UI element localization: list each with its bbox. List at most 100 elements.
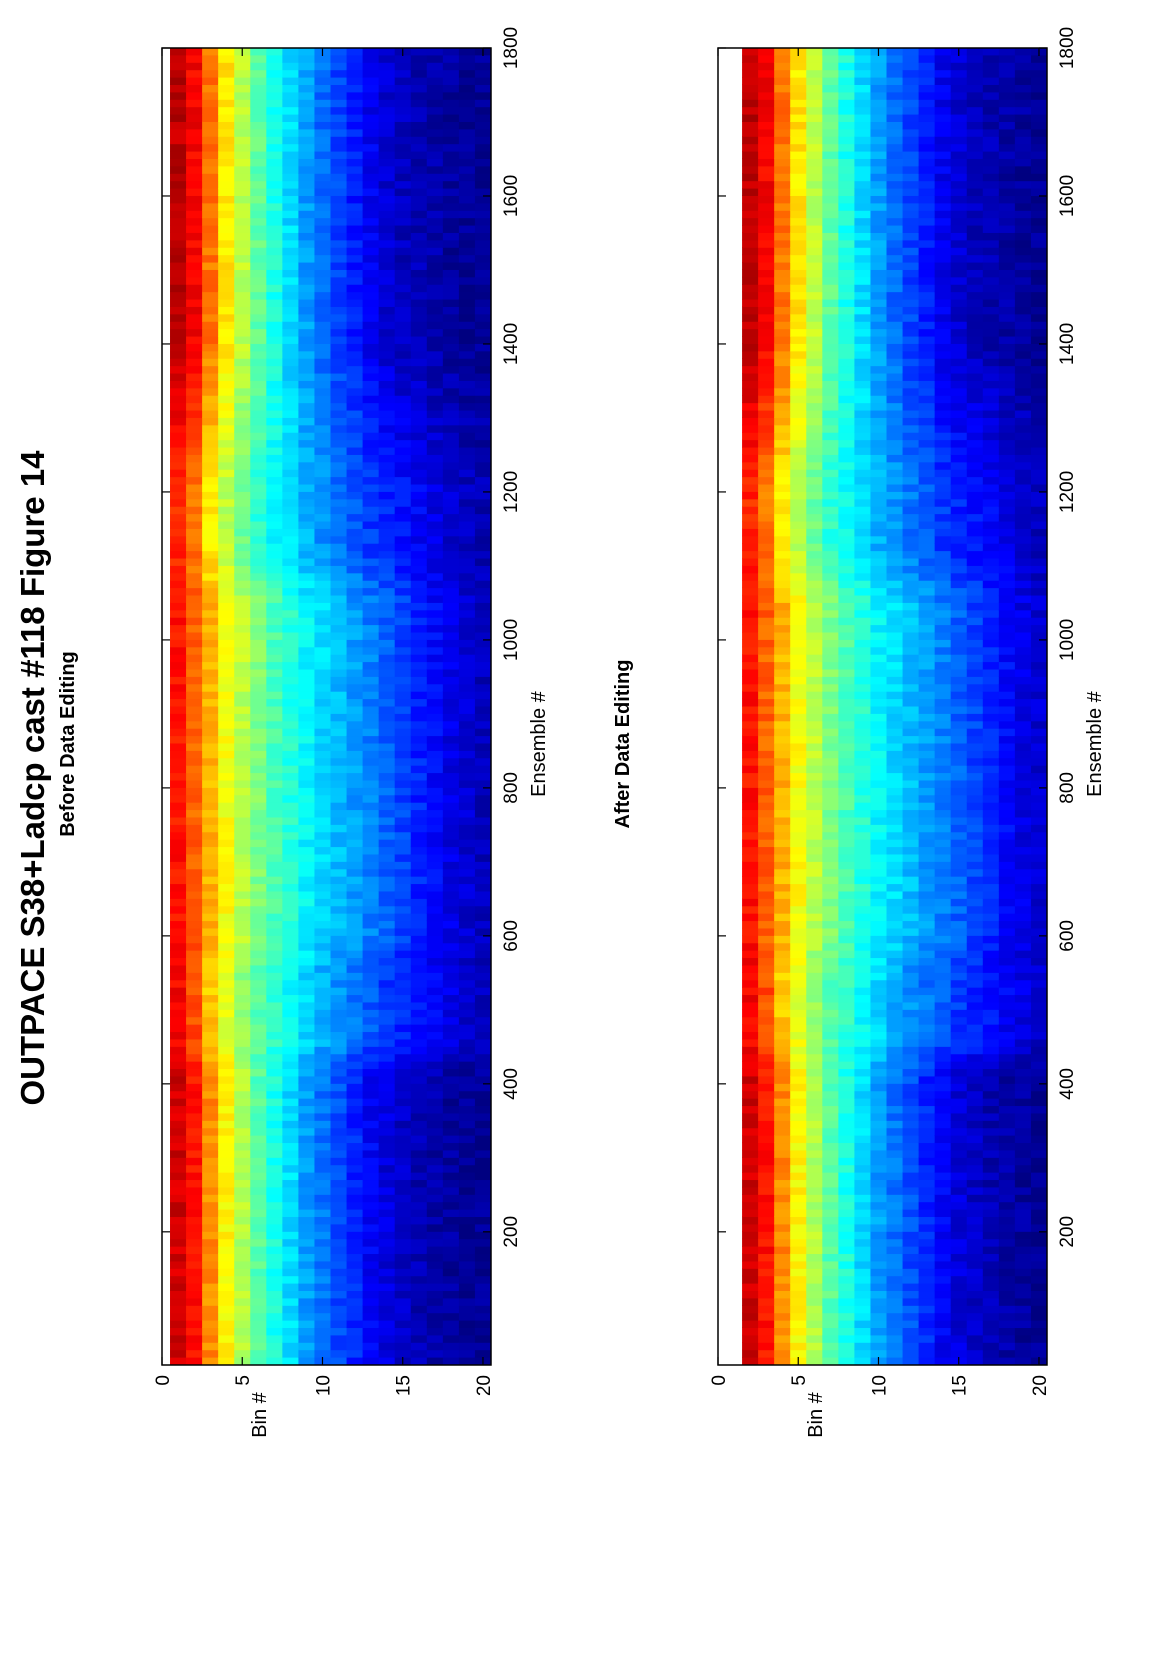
heatmap-cell bbox=[202, 387, 219, 396]
heatmap-cell bbox=[822, 1201, 839, 1210]
heatmap-cell bbox=[170, 1342, 187, 1351]
heatmap-cell bbox=[742, 794, 759, 803]
heatmap-cell bbox=[474, 580, 491, 589]
heatmap-cell bbox=[314, 1223, 331, 1232]
heatmap-cell bbox=[250, 387, 267, 396]
heatmap-cell bbox=[346, 691, 364, 700]
heatmap-cell bbox=[378, 1268, 396, 1277]
heatmap-cell bbox=[474, 705, 491, 714]
heatmap-cell bbox=[838, 602, 855, 611]
heatmap-cell bbox=[410, 905, 428, 914]
heatmap-cell bbox=[790, 1061, 807, 1070]
heatmap-cell bbox=[314, 498, 331, 507]
heatmap-cell bbox=[234, 76, 251, 85]
heatmap-cell bbox=[790, 639, 807, 648]
heatmap-cell bbox=[394, 898, 412, 907]
heatmap-cell bbox=[742, 779, 759, 788]
heatmap-cell bbox=[838, 617, 855, 626]
heatmap-cell bbox=[410, 876, 428, 885]
heatmap-cell bbox=[458, 580, 476, 589]
heatmap-cell bbox=[218, 868, 235, 877]
heatmap-cell bbox=[854, 1164, 871, 1173]
heatmap-cell bbox=[790, 1149, 807, 1158]
heatmap-cell bbox=[346, 557, 364, 566]
heatmap-cell bbox=[790, 91, 807, 100]
heatmap-cell bbox=[774, 846, 791, 855]
heatmap-cell bbox=[330, 1046, 347, 1055]
heatmap-cell bbox=[774, 1342, 791, 1351]
heatmap-cell bbox=[394, 1194, 412, 1203]
heatmap-cell bbox=[346, 528, 364, 537]
heatmap-cell bbox=[474, 69, 491, 78]
heatmap-cell bbox=[458, 713, 476, 722]
heatmap-cell bbox=[186, 1349, 203, 1358]
heatmap-cell bbox=[202, 964, 219, 973]
heatmap-cell bbox=[426, 1238, 444, 1247]
heatmap-cell bbox=[426, 1253, 444, 1262]
heatmap-cell bbox=[854, 446, 871, 455]
heatmap-cell bbox=[330, 750, 347, 759]
heatmap-cell bbox=[458, 1083, 476, 1092]
heatmap-cell bbox=[266, 424, 283, 433]
heatmap-cell bbox=[790, 520, 807, 529]
heatmap-cell bbox=[410, 84, 428, 93]
heatmap-cell bbox=[774, 831, 791, 840]
heatmap-cell bbox=[234, 550, 251, 559]
heatmap-cell bbox=[838, 343, 855, 352]
heatmap-cell bbox=[202, 165, 219, 174]
heatmap-cell bbox=[330, 113, 347, 122]
heatmap-cell bbox=[742, 1120, 759, 1129]
heatmap-cell bbox=[394, 1275, 412, 1284]
heatmap-cell bbox=[314, 728, 331, 737]
heatmap-cell bbox=[410, 713, 428, 722]
heatmap-cell bbox=[742, 913, 759, 922]
heatmap-cell bbox=[314, 76, 331, 85]
heatmap-cell bbox=[282, 1275, 299, 1284]
heatmap-cell bbox=[458, 1209, 476, 1218]
heatmap-cell bbox=[822, 535, 839, 544]
heatmap-cell bbox=[170, 106, 187, 115]
heatmap-cell bbox=[378, 1246, 396, 1255]
heatmap-cell bbox=[330, 269, 347, 278]
heatmap-cell bbox=[442, 1068, 460, 1077]
heatmap-cell bbox=[394, 868, 412, 877]
heatmap-cell bbox=[822, 62, 839, 71]
heatmap-cell bbox=[186, 1253, 203, 1262]
heatmap-cell bbox=[218, 646, 235, 655]
heatmap-cell bbox=[774, 321, 791, 330]
heatmap-cell bbox=[186, 1290, 203, 1299]
heatmap-cell bbox=[330, 831, 347, 840]
heatmap-cell bbox=[822, 876, 839, 885]
heatmap-cell bbox=[426, 964, 444, 973]
heatmap-cell bbox=[474, 1142, 491, 1151]
heatmap-cell bbox=[458, 69, 476, 78]
heatmap-cell bbox=[474, 1283, 491, 1292]
heatmap-cell bbox=[774, 720, 791, 729]
heatmap-cell bbox=[394, 1098, 412, 1107]
heatmap-cell bbox=[266, 432, 283, 441]
heatmap-cell bbox=[170, 520, 187, 529]
heatmap-cell bbox=[202, 624, 219, 633]
heatmap-cell bbox=[474, 284, 491, 293]
heatmap-cell bbox=[458, 313, 476, 322]
heatmap-cell bbox=[330, 247, 347, 256]
heatmap-cell bbox=[314, 387, 331, 396]
heatmap-cell bbox=[410, 691, 428, 700]
heatmap-cell bbox=[426, 868, 444, 877]
heatmap-cell bbox=[282, 150, 299, 159]
heatmap-cell bbox=[234, 543, 251, 552]
heatmap-cell bbox=[774, 1260, 791, 1269]
heatmap-cell bbox=[346, 987, 364, 996]
heatmap-cell bbox=[170, 1268, 187, 1277]
y-tick-label: 0 bbox=[153, 1375, 174, 1386]
heatmap-cell bbox=[378, 84, 396, 93]
heatmap-cell bbox=[394, 1172, 412, 1181]
heatmap-cell bbox=[346, 113, 364, 122]
heatmap-cell bbox=[298, 942, 315, 951]
heatmap-cell bbox=[250, 720, 267, 729]
heatmap-cell bbox=[202, 210, 219, 219]
heatmap-cell bbox=[314, 128, 331, 137]
heatmap-cell bbox=[758, 565, 775, 574]
heatmap-cell bbox=[790, 750, 807, 759]
heatmap-cell bbox=[250, 424, 267, 433]
